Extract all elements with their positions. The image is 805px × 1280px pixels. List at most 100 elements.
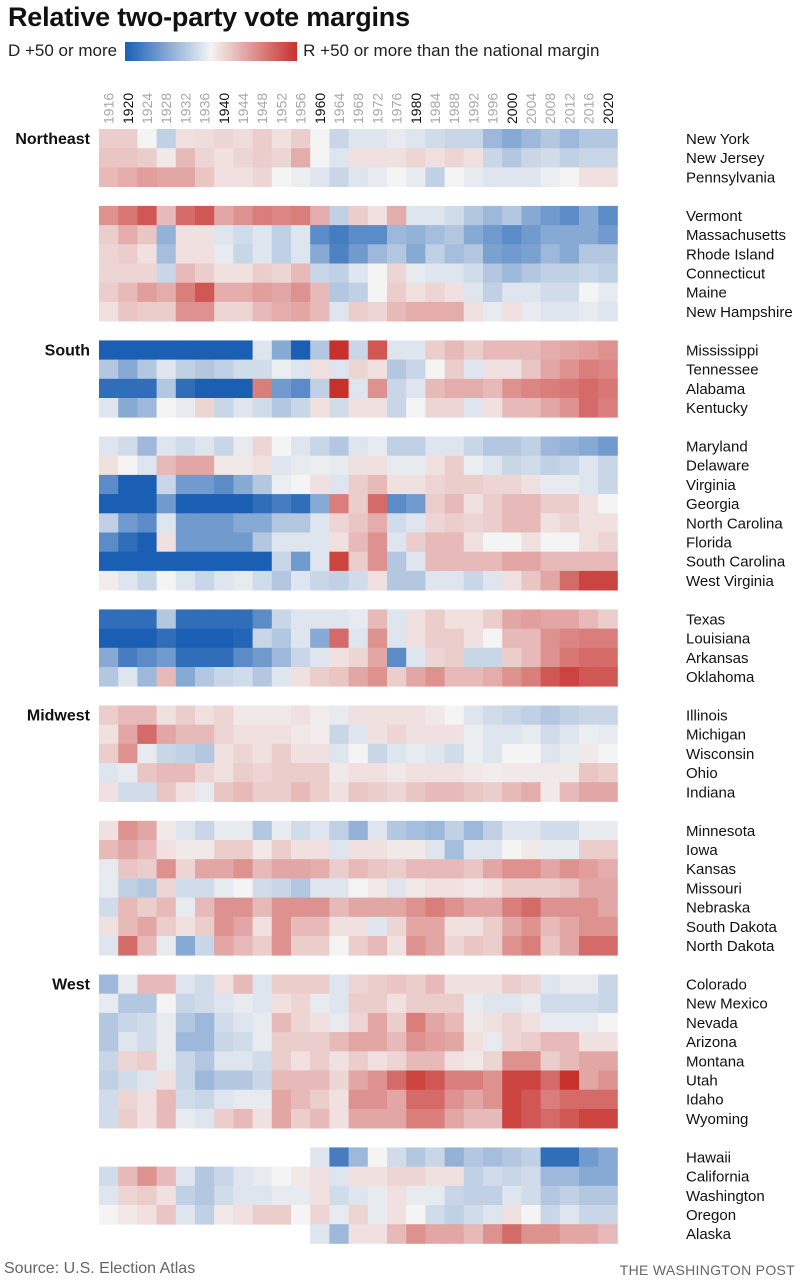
- heatmap-cell: [195, 820, 215, 841]
- heatmap-cell: [195, 878, 215, 898]
- heatmap-cell: [579, 532, 599, 553]
- heatmap-cell: [195, 205, 215, 226]
- heatmap-cell: [156, 205, 177, 226]
- heatmap-cell: [463, 148, 484, 168]
- heatmap-cell: [137, 743, 157, 764]
- heatmap-cell: [271, 840, 292, 860]
- heatmap-cell: [252, 1051, 273, 1071]
- heatmap-cell: [483, 743, 503, 764]
- heatmap-cell: [387, 724, 407, 745]
- heatmap-cell: [463, 743, 484, 764]
- heatmap-cell: [579, 878, 599, 898]
- heatmap-cell: [521, 148, 541, 168]
- heatmap-cell: [137, 513, 157, 533]
- heatmap-cell: [291, 724, 311, 745]
- state-label: Louisiana: [686, 631, 751, 648]
- state-label: Georgia: [686, 496, 740, 513]
- heatmap-cell: [348, 840, 369, 860]
- heatmap-cell: [137, 282, 157, 303]
- heatmap-cell: [540, 820, 561, 841]
- heatmap-cell: [175, 743, 196, 764]
- heatmap-cell: [214, 148, 234, 168]
- heatmap-cell: [579, 1051, 599, 1071]
- heatmap-cell: [540, 551, 561, 572]
- heatmap-cell: [175, 609, 196, 629]
- heatmap-cell: [214, 513, 234, 533]
- heatmap-cell: [348, 494, 369, 514]
- year-label-1960: 1960: [312, 93, 328, 124]
- year-label-1928: 1928: [158, 93, 174, 124]
- heatmap-cell: [175, 436, 196, 457]
- heatmap-cell: [329, 647, 349, 668]
- heatmap-cell: [540, 993, 561, 1014]
- heatmap-cell: [598, 936, 618, 956]
- heatmap-cell: [521, 359, 541, 380]
- heatmap-cell: [271, 474, 292, 495]
- heatmap-cell: [233, 301, 253, 322]
- heatmap-cell: [463, 859, 484, 879]
- heatmap-cell: [271, 225, 292, 245]
- heatmap-cell: [444, 398, 465, 418]
- heatmap-cell: [483, 878, 503, 898]
- heatmap-cell: [425, 340, 445, 360]
- heatmap-cell: [291, 1089, 311, 1110]
- heatmap-cell: [540, 647, 561, 668]
- heatmap-cell: [579, 859, 599, 879]
- heatmap-cell: [348, 570, 369, 591]
- heatmap-cell: [387, 455, 407, 476]
- heatmap-cell: [367, 1108, 388, 1129]
- heatmap-cell: [444, 1166, 465, 1187]
- heatmap-cell: [502, 916, 522, 937]
- heatmap-cell: [118, 859, 138, 879]
- state-label: Michigan: [686, 727, 746, 744]
- heatmap-cell: [271, 513, 292, 533]
- heatmap-cell: [598, 494, 618, 514]
- heatmap-cell: [118, 628, 138, 649]
- heatmap-cell: [252, 263, 273, 284]
- heatmap-cell: [387, 532, 407, 553]
- heatmap-cell: [387, 1070, 407, 1091]
- heatmap-cell: [367, 974, 388, 995]
- heatmap-cell: [156, 532, 177, 553]
- heatmap-cell: [387, 647, 407, 668]
- heatmap-cell: [233, 1012, 253, 1033]
- heatmap-cell: [310, 974, 330, 995]
- heatmap-cell: [137, 570, 157, 591]
- heatmap-cell: [118, 1205, 138, 1225]
- heatmap-cell: [175, 551, 196, 572]
- heatmap-cell: [156, 148, 177, 168]
- heatmap-cell: [521, 455, 541, 476]
- state-label: South Carolina: [686, 554, 786, 571]
- heatmap-cell: [444, 993, 465, 1014]
- heatmap-cell: [463, 167, 484, 187]
- heatmap-cell: [559, 743, 580, 764]
- heatmap-cell: [214, 993, 234, 1014]
- heatmap-cell: [99, 532, 119, 553]
- heatmap-cell: [137, 148, 157, 168]
- heatmap-cell: [214, 743, 234, 764]
- heatmap-cell: [559, 705, 580, 726]
- heatmap-cell: [406, 398, 426, 418]
- heatmap-cell: [521, 301, 541, 322]
- heatmap-cell: [521, 763, 541, 783]
- heatmap-cell: [483, 167, 503, 187]
- heatmap-cell: [118, 167, 138, 187]
- heatmap-cell: [214, 551, 234, 572]
- heatmap-cell: [252, 628, 273, 649]
- heatmap-cell: [137, 1205, 157, 1225]
- heatmap-cell: [579, 205, 599, 226]
- heatmap-cell: [175, 1070, 196, 1091]
- heatmap-cell: [175, 205, 196, 226]
- heatmap-cell: [502, 743, 522, 764]
- heatmap-cell: [271, 1205, 292, 1225]
- heatmap-cell: [521, 859, 541, 879]
- heatmap-cell: [521, 1166, 541, 1187]
- heatmap-cell: [252, 359, 273, 380]
- heatmap-cell: [444, 436, 465, 457]
- state-label: Arkansas: [686, 650, 749, 667]
- heatmap-cell: [559, 840, 580, 860]
- heatmap-cell: [233, 148, 253, 168]
- heatmap-cell: [329, 378, 349, 399]
- heatmap-cell: [483, 1166, 503, 1187]
